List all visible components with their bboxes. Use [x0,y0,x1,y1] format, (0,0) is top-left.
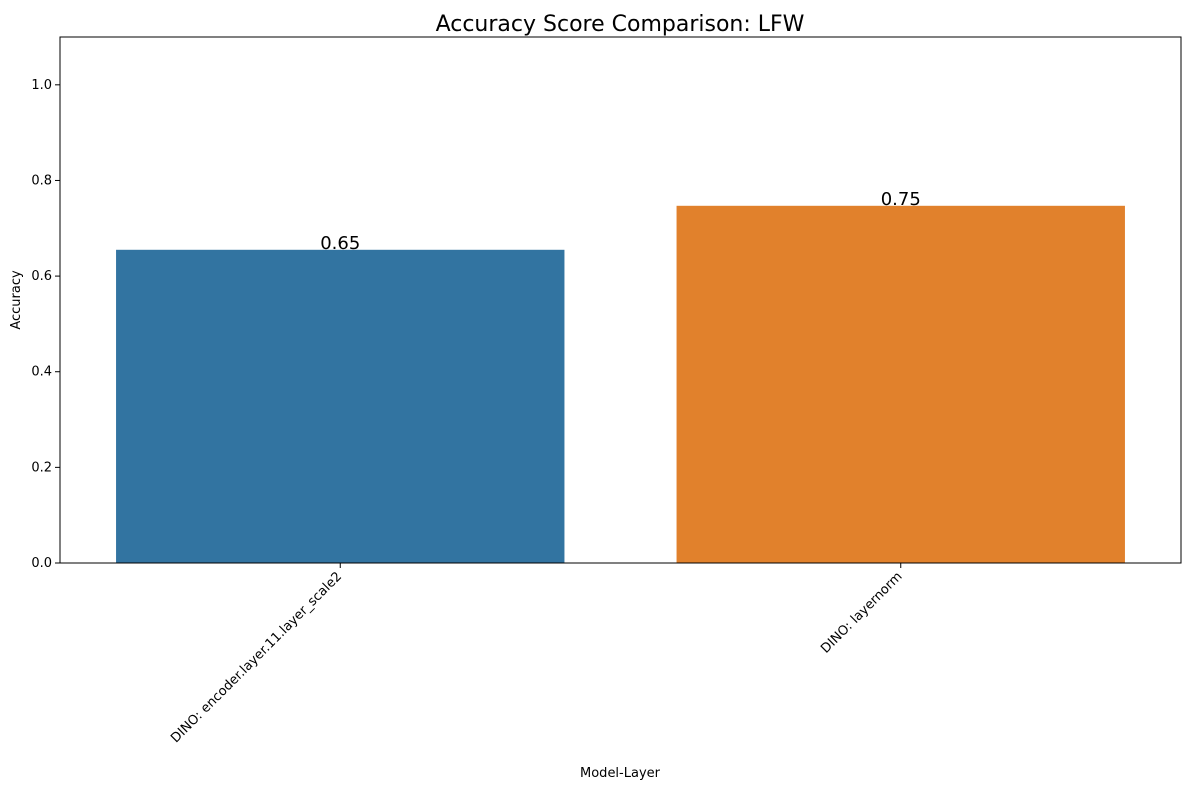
x-tick-label-0: DINO: encoder.layer.11.layer_scale2 [168,569,345,746]
bars-group [116,205,1125,564]
y-tick-label-0: 0.0 [31,556,52,571]
bar-0 [116,249,565,564]
data-label-1: 0.75 [881,189,921,210]
chart-title: Accuracy Score Comparison: LFW [436,12,805,37]
data-label-0: 0.65 [320,233,360,254]
y-tick-label-2: 0.4 [31,365,52,380]
x-axis: DINO: encoder.layer.11.layer_scale2 DINO:… [168,563,906,746]
y-tick-label-5: 1.0 [31,78,52,93]
y-axis: 0.0 0.2 0.4 0.6 0.8 1.0 [31,78,60,571]
y-axis-label: Accuracy [9,270,24,330]
data-labels-group: 0.65 0.75 [320,189,921,254]
y-tick-label-4: 0.8 [31,173,52,188]
bar-1 [676,205,1125,563]
y-tick-label-3: 0.6 [31,269,52,284]
y-tick-label-1: 0.2 [31,460,52,475]
x-tick-label-1: DINO: layernorm [818,569,905,656]
x-axis-label: Model-Layer [580,766,661,781]
plot-area-frame [59,36,1182,564]
